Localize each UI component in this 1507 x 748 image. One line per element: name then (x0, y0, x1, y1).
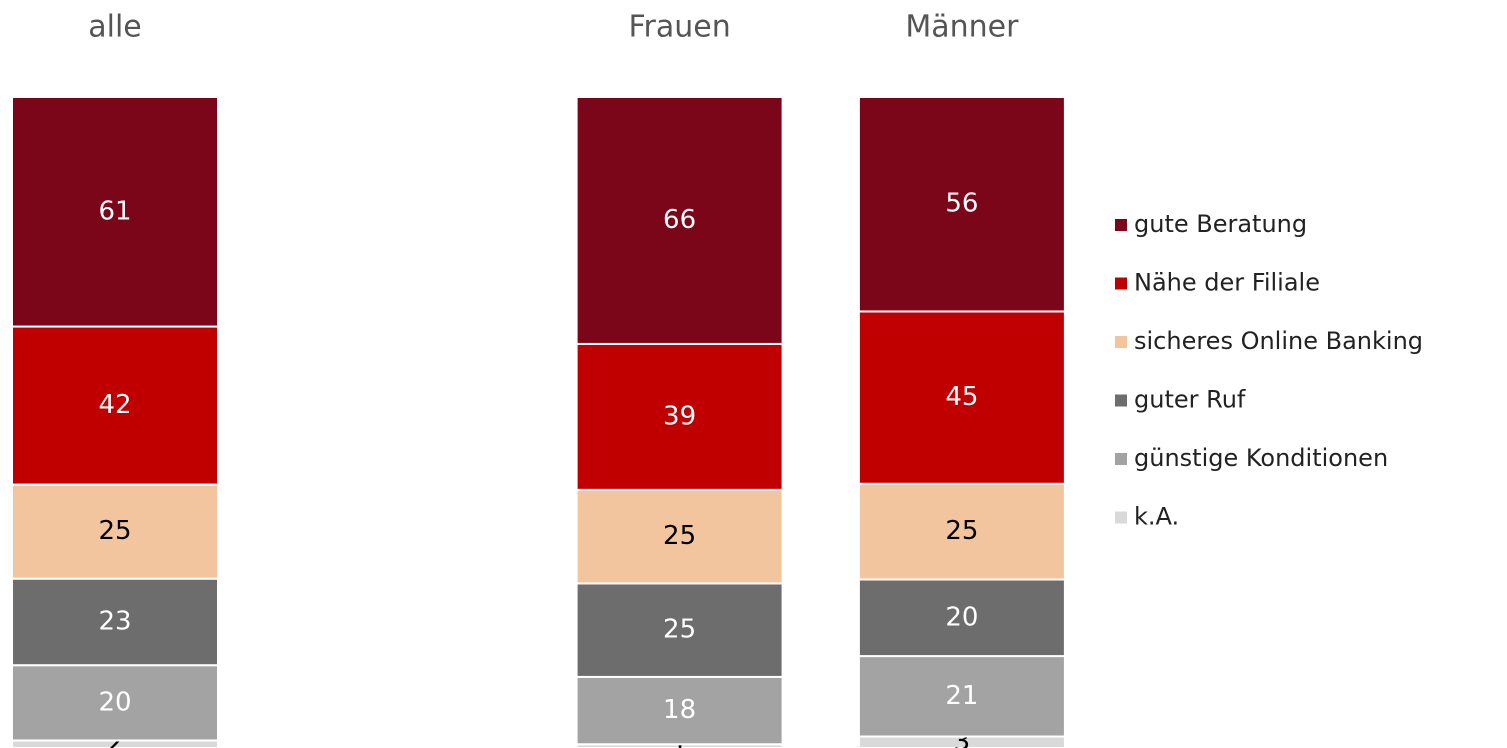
bar-segment (575, 488, 784, 585)
bar-segment (575, 96, 784, 345)
data-label: 25 (663, 521, 696, 551)
data-label: 39 (663, 401, 696, 431)
data-label: 21 (945, 681, 978, 711)
data-label: 61 (98, 196, 131, 226)
data-label: 23 (98, 606, 131, 636)
legend-label: günstige Konditionen (1134, 444, 1388, 472)
legend-label: sicheres Online Banking (1134, 327, 1423, 355)
legend-swatch (1115, 277, 1127, 290)
legend-swatch (1115, 453, 1127, 465)
data-label: 20 (945, 602, 978, 632)
bar-segment (11, 483, 219, 580)
legend-label: guter Ruf (1134, 386, 1246, 414)
data-label: 18 (663, 695, 696, 725)
bar-segment (857, 310, 1066, 485)
data-label: 25 (945, 516, 978, 546)
data-label: 45 (945, 382, 978, 412)
legend-swatch (1115, 394, 1127, 407)
data-label: 25 (663, 615, 696, 645)
bar-segment (11, 664, 219, 742)
bar-segment (11, 325, 219, 486)
bar-segment (11, 96, 219, 328)
category-label: alle (88, 10, 142, 45)
bar-segment (857, 578, 1066, 658)
data-label: 42 (98, 390, 131, 420)
legend-label: gute Beratung (1134, 210, 1307, 238)
bar-segment (857, 96, 1066, 313)
legend-swatch (1115, 219, 1127, 231)
category-label: Frauen (628, 10, 730, 45)
data-label: 56 (945, 189, 978, 219)
data-label: 66 (663, 205, 696, 235)
bar-segment (575, 582, 784, 678)
legend-label: Nähe der Filiale (1134, 269, 1320, 297)
bar-segment (857, 482, 1066, 581)
bar-segment (575, 675, 784, 746)
bar-segment (857, 655, 1066, 738)
legend-swatch (1115, 511, 1127, 524)
legend-label: k.A. (1134, 503, 1179, 531)
legend-swatch (1115, 336, 1127, 348)
data-label: 25 (98, 516, 131, 546)
category-label: Männer (905, 10, 1019, 45)
data-label: 20 (98, 687, 131, 717)
